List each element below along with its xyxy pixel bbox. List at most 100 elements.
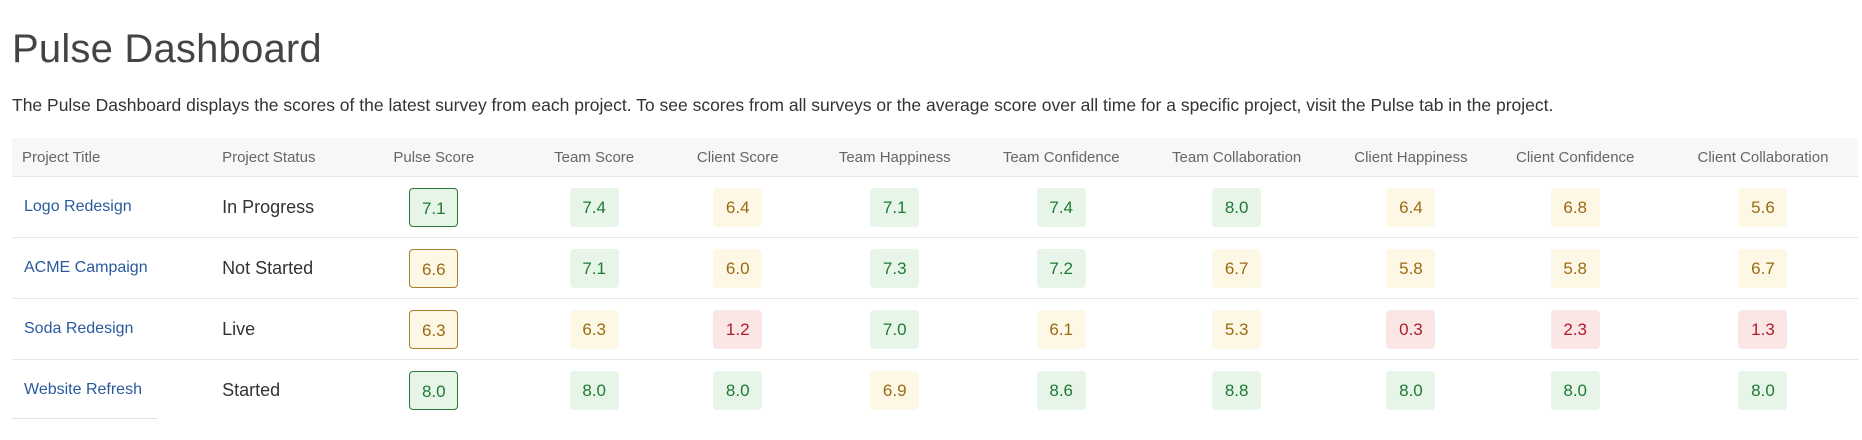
client-score-badge: 6.4 — [713, 187, 763, 227]
client-confidence-cell: 8.0 — [1482, 360, 1667, 421]
page-title: Pulse Dashboard — [12, 27, 322, 71]
team-happiness-badge: 7.1 — [870, 187, 920, 227]
header-project-title[interactable]: Project Title — [12, 138, 223, 177]
project-title-cell: Soda Redesign — [12, 298, 223, 360]
project-title-cell: ACME Campaign — [12, 237, 223, 299]
client-confidence-badge: 5.8 — [1550, 248, 1600, 288]
pulse-score-badge: 8.0 — [409, 370, 459, 410]
header-team-confidence[interactable]: Team Confidence — [988, 138, 1134, 177]
project-status: In Progress — [222, 176, 354, 238]
client-score-badge: 6.0 — [713, 248, 763, 288]
pulse-score-cell: 6.3 — [353, 298, 514, 360]
header-client-confidence[interactable]: Client Confidence — [1482, 138, 1668, 177]
client-confidence-badge: 2.3 — [1550, 309, 1600, 349]
team-collaboration-badge: 6.7 — [1212, 248, 1262, 288]
client-happiness-badge: 0.3 — [1386, 309, 1436, 349]
project-title-cell: Website Refresh — [12, 360, 222, 421]
client-collaboration-cell: 1.3 — [1667, 298, 1858, 360]
project-link[interactable]: ACME Campaign — [24, 259, 148, 276]
client-confidence-badge: 8.0 — [1550, 370, 1600, 410]
team-collaboration-cell: 6.7 — [1133, 237, 1340, 299]
team-confidence-cell: 7.4 — [988, 176, 1134, 238]
client-collaboration-cell: 6.7 — [1667, 237, 1858, 299]
header-client-happiness[interactable]: Client Happiness — [1339, 138, 1483, 177]
project-title-cell: Logo Redesign — [12, 176, 223, 238]
pulse-score-cell: 6.6 — [353, 237, 514, 299]
client-score-cell: 1.2 — [674, 298, 801, 360]
header-client-score[interactable]: Client Score — [674, 138, 801, 177]
client-score-cell: 6.4 — [674, 176, 801, 238]
header-team-score[interactable]: Team Score — [513, 138, 675, 177]
team-happiness-badge: 6.9 — [870, 370, 920, 410]
team-happiness-badge: 7.3 — [870, 248, 920, 288]
pulse-table-container: Project Title Project Status Pulse Score… — [12, 138, 1858, 420]
client-confidence-badge: 6.8 — [1550, 187, 1600, 227]
client-happiness-cell: 5.8 — [1339, 237, 1483, 299]
team-score-badge: 7.1 — [569, 248, 619, 288]
team-collaboration-badge: 8.8 — [1212, 370, 1262, 410]
team-confidence-badge: 6.1 — [1036, 309, 1086, 349]
project-status: Started — [222, 379, 281, 400]
project-link[interactable]: Website Refresh — [24, 381, 142, 398]
client-collaboration-badge: 1.3 — [1738, 309, 1788, 349]
team-happiness-cell: 7.0 — [800, 298, 989, 360]
pulse-table: Project Title Project Status Pulse Score… — [12, 138, 1858, 420]
client-collaboration-badge: 8.0 — [1738, 370, 1788, 410]
team-confidence-cell: 6.1 — [988, 298, 1134, 360]
client-collaboration-cell: 8.0 — [1668, 360, 1858, 421]
table-row: ACME Campaign Not Started 6.6 7.1 6.0 7.… — [12, 237, 1858, 299]
team-confidence-cell: 8.6 — [989, 360, 1134, 421]
team-collaboration-cell: 8.8 — [1134, 360, 1340, 421]
header-project-status[interactable]: Project Status — [222, 138, 354, 177]
pulse-score-cell: 7.1 — [353, 176, 514, 238]
team-score-badge: 8.0 — [569, 370, 619, 410]
team-score-cell: 7.4 — [513, 176, 675, 238]
client-score-cell: 8.0 — [675, 360, 801, 421]
team-confidence-badge: 7.2 — [1036, 248, 1086, 288]
client-score-badge: 1.2 — [713, 309, 763, 349]
page-description: The Pulse Dashboard displays the scores … — [12, 95, 1554, 115]
header-team-collaboration[interactable]: Team Collaboration — [1133, 138, 1340, 177]
header-client-collaboration[interactable]: Client Collaboration — [1667, 138, 1858, 177]
client-collaboration-badge: 5.6 — [1738, 187, 1788, 227]
table-header-row: Project Title Project Status Pulse Score… — [12, 138, 1858, 177]
team-happiness-cell: 6.9 — [801, 360, 989, 421]
header-team-happiness[interactable]: Team Happiness — [800, 138, 989, 177]
team-collaboration-badge: 8.0 — [1212, 187, 1262, 227]
client-collaboration-cell: 5.6 — [1667, 176, 1858, 238]
team-score-cell: 8.0 — [514, 360, 675, 421]
table-row: Logo Redesign In Progress 7.1 7.4 6.4 7.… — [12, 176, 1858, 238]
project-link[interactable]: Logo Redesign — [24, 198, 132, 215]
pulse-score-badge: 6.6 — [409, 248, 459, 288]
client-happiness-badge: 8.0 — [1386, 370, 1436, 410]
pulse-score-badge: 7.1 — [409, 187, 459, 227]
client-happiness-cell: 6.4 — [1339, 176, 1483, 238]
team-happiness-badge: 7.0 — [870, 309, 920, 349]
client-score-badge: 8.0 — [713, 370, 763, 410]
table-row: Soda Redesign Live 6.3 6.3 1.2 7.0 6.1 5… — [12, 298, 1858, 360]
team-score-cell: 6.3 — [513, 298, 675, 360]
team-collaboration-cell: 8.0 — [1133, 176, 1340, 238]
client-confidence-cell: 2.3 — [1482, 298, 1668, 360]
client-collaboration-badge: 6.7 — [1738, 248, 1788, 288]
team-confidence-badge: 8.6 — [1036, 370, 1086, 410]
project-status: Not Started — [222, 237, 354, 299]
client-happiness-cell: 0.3 — [1339, 298, 1483, 360]
team-collaboration-badge: 5.3 — [1212, 309, 1262, 349]
header-pulse-score[interactable]: Pulse Score — [353, 138, 514, 177]
team-happiness-cell: 7.1 — [800, 176, 989, 238]
project-status: Live — [222, 298, 354, 360]
client-happiness-badge: 5.8 — [1386, 248, 1436, 288]
table-body: Logo Redesign In Progress 7.1 7.4 6.4 7.… — [12, 176, 1858, 421]
team-score-badge: 6.3 — [569, 309, 619, 349]
team-confidence-badge: 7.4 — [1036, 187, 1086, 227]
pulse-score-cell: 8.0 — [354, 360, 514, 421]
table-bottom-divider — [12, 418, 157, 419]
client-happiness-badge: 6.4 — [1386, 187, 1436, 227]
team-collaboration-cell: 5.3 — [1133, 298, 1340, 360]
team-confidence-cell: 7.2 — [988, 237, 1134, 299]
table-header: Project Title Project Status Pulse Score… — [12, 138, 1858, 177]
project-link[interactable]: Soda Redesign — [24, 320, 134, 337]
team-score-cell: 7.1 — [513, 237, 675, 299]
